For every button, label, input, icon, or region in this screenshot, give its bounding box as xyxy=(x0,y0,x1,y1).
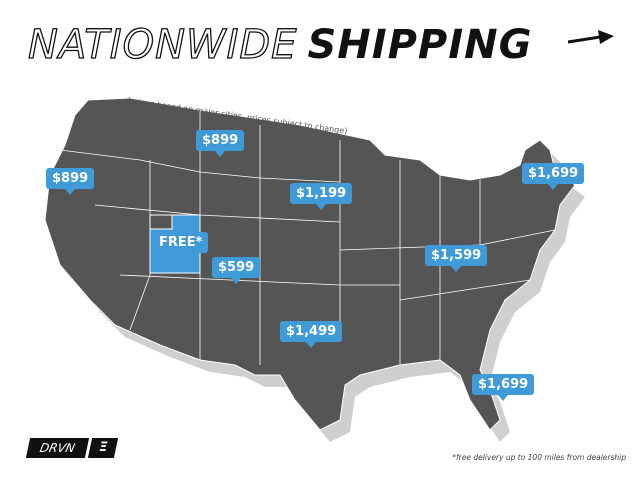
state-borders xyxy=(59,110,556,365)
title-shipping: SHIPPING xyxy=(307,22,533,68)
price-bubble-northeast: $1,699 xyxy=(522,163,585,190)
footnote: *free delivery up to 100 miles from deal… xyxy=(452,453,626,462)
arrow-right-icon xyxy=(568,30,614,44)
price-bubble-northwest: $899 xyxy=(46,168,95,195)
logo-text: DRVN xyxy=(25,438,89,458)
page-title: NATIONWIDE SHIPPING xyxy=(27,21,533,68)
price-bubble-ohio: $1,599 xyxy=(425,245,488,272)
price-bubble-oklahoma: $1,499 xyxy=(280,321,343,348)
price-bubble-montana: $899 xyxy=(196,130,245,157)
logo-mark: Ξ xyxy=(87,438,119,458)
drvn-logo: DRVN Ξ xyxy=(25,438,119,458)
price-bubble-utah: FREE* xyxy=(153,232,209,259)
title-nationwide: NATIONWIDE xyxy=(27,21,298,68)
price-bubble-colorado: $599 xyxy=(212,257,261,284)
price-bubble-florida: $1,699 xyxy=(472,374,535,401)
price-bubble-plains: $1,199 xyxy=(290,183,353,210)
us-mainland xyxy=(44,97,576,431)
